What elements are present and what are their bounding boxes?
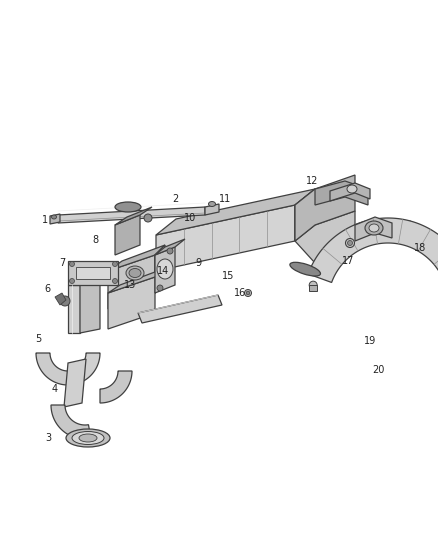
Polygon shape bbox=[76, 267, 110, 279]
Polygon shape bbox=[355, 217, 392, 241]
Circle shape bbox=[113, 279, 117, 284]
Text: 11: 11 bbox=[219, 194, 231, 204]
Polygon shape bbox=[51, 405, 91, 439]
Text: 6: 6 bbox=[44, 284, 50, 294]
Polygon shape bbox=[68, 261, 118, 285]
Ellipse shape bbox=[365, 221, 383, 235]
Circle shape bbox=[144, 214, 152, 222]
Text: 16: 16 bbox=[234, 288, 246, 298]
Polygon shape bbox=[58, 207, 205, 223]
Polygon shape bbox=[390, 221, 420, 241]
Polygon shape bbox=[295, 175, 355, 241]
Polygon shape bbox=[156, 189, 315, 235]
Ellipse shape bbox=[79, 434, 97, 442]
Circle shape bbox=[347, 240, 353, 246]
Ellipse shape bbox=[208, 201, 215, 206]
Polygon shape bbox=[155, 245, 165, 293]
Ellipse shape bbox=[290, 262, 321, 276]
Ellipse shape bbox=[126, 266, 144, 280]
Circle shape bbox=[157, 285, 163, 291]
Circle shape bbox=[167, 248, 173, 254]
Circle shape bbox=[309, 281, 317, 289]
Polygon shape bbox=[100, 371, 132, 403]
Text: 19: 19 bbox=[364, 336, 376, 346]
Polygon shape bbox=[55, 293, 66, 305]
Text: 8: 8 bbox=[92, 235, 98, 245]
Ellipse shape bbox=[52, 215, 57, 219]
Polygon shape bbox=[115, 207, 152, 225]
Text: 3: 3 bbox=[45, 433, 51, 443]
Polygon shape bbox=[138, 295, 222, 323]
Circle shape bbox=[60, 296, 70, 306]
Polygon shape bbox=[295, 211, 355, 263]
Text: 18: 18 bbox=[414, 243, 426, 253]
Text: 7: 7 bbox=[59, 258, 65, 268]
Polygon shape bbox=[108, 269, 163, 293]
Ellipse shape bbox=[347, 185, 357, 193]
Ellipse shape bbox=[369, 224, 379, 232]
Polygon shape bbox=[80, 281, 100, 333]
Text: 12: 12 bbox=[306, 176, 318, 186]
Text: 4: 4 bbox=[52, 384, 58, 394]
Polygon shape bbox=[315, 181, 368, 205]
Text: 14: 14 bbox=[157, 266, 169, 276]
Bar bbox=[309, 285, 317, 291]
Polygon shape bbox=[64, 359, 86, 407]
Text: 9: 9 bbox=[195, 258, 201, 268]
Polygon shape bbox=[108, 277, 155, 329]
Polygon shape bbox=[156, 205, 295, 271]
Text: 20: 20 bbox=[372, 365, 384, 375]
Circle shape bbox=[70, 262, 74, 266]
Circle shape bbox=[70, 279, 74, 284]
Circle shape bbox=[246, 291, 250, 295]
Circle shape bbox=[346, 238, 354, 247]
Text: 15: 15 bbox=[222, 271, 234, 281]
Text: 10: 10 bbox=[184, 213, 196, 223]
Polygon shape bbox=[115, 215, 140, 255]
Text: 1: 1 bbox=[42, 215, 48, 225]
Polygon shape bbox=[308, 218, 438, 282]
Circle shape bbox=[113, 262, 117, 266]
Polygon shape bbox=[205, 204, 219, 215]
Ellipse shape bbox=[157, 259, 173, 279]
Polygon shape bbox=[36, 353, 68, 385]
Polygon shape bbox=[50, 214, 60, 224]
Polygon shape bbox=[68, 285, 80, 333]
Ellipse shape bbox=[115, 202, 141, 212]
Text: 13: 13 bbox=[124, 280, 136, 290]
Polygon shape bbox=[155, 247, 175, 293]
Polygon shape bbox=[155, 239, 185, 255]
Polygon shape bbox=[68, 353, 100, 385]
Polygon shape bbox=[295, 189, 315, 241]
Ellipse shape bbox=[66, 429, 110, 447]
Polygon shape bbox=[108, 245, 165, 271]
Polygon shape bbox=[330, 183, 370, 201]
Ellipse shape bbox=[72, 432, 104, 445]
Text: 17: 17 bbox=[342, 256, 354, 266]
Circle shape bbox=[244, 289, 251, 296]
Text: 5: 5 bbox=[35, 334, 41, 344]
Text: 2: 2 bbox=[172, 194, 178, 204]
Polygon shape bbox=[108, 255, 155, 309]
Ellipse shape bbox=[129, 269, 141, 278]
